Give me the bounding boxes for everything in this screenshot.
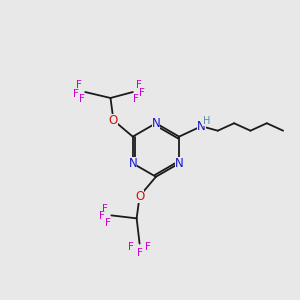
Text: N: N [197,120,206,133]
Text: F: F [137,248,142,258]
Text: F: F [105,218,110,228]
Text: F: F [134,94,139,104]
Text: F: F [99,211,104,221]
Text: N: N [128,157,137,170]
Text: F: F [103,204,108,214]
Text: H: H [203,116,210,126]
Text: O: O [109,114,118,127]
Text: N: N [175,157,184,170]
Text: F: F [128,242,134,252]
Text: N: N [152,117,160,130]
Text: F: F [79,94,85,104]
Text: F: F [73,88,79,98]
Text: F: F [140,88,145,98]
Text: F: F [145,242,151,252]
Text: F: F [76,80,82,90]
Text: F: F [136,80,142,90]
Text: O: O [135,190,144,202]
